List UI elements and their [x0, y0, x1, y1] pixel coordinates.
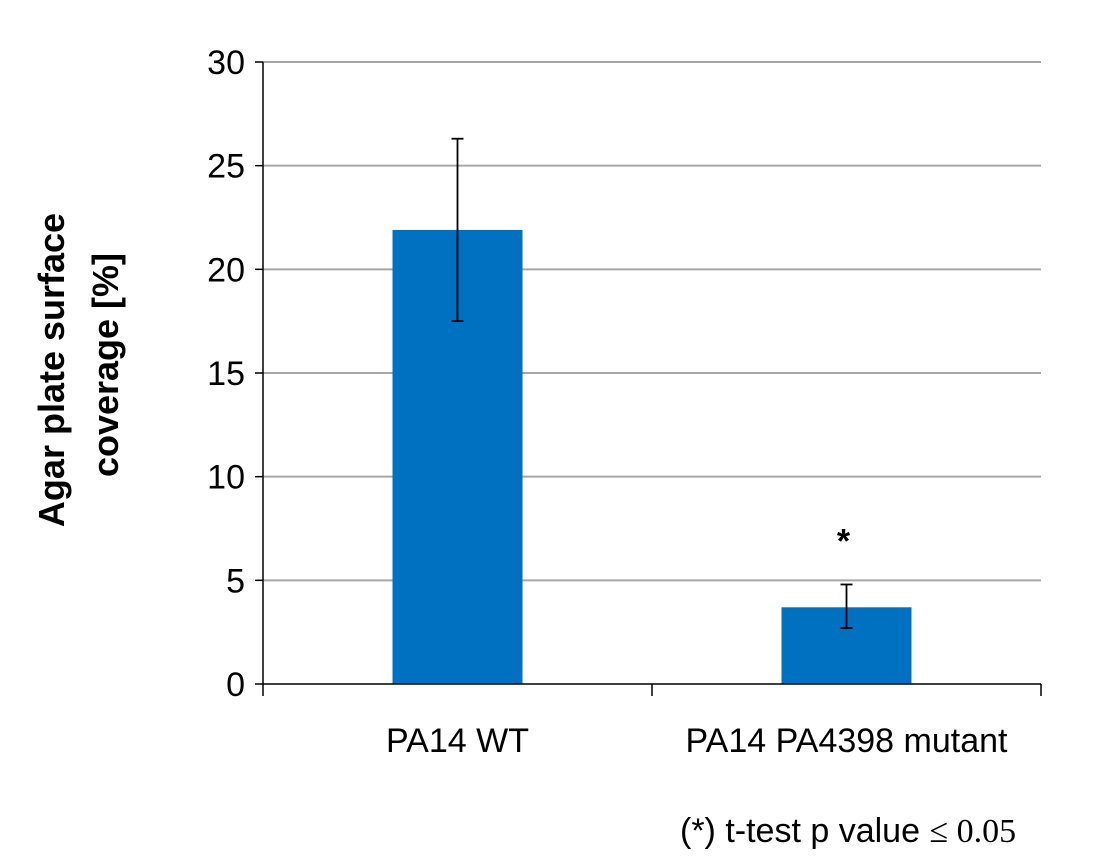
y-tick-label: 20: [207, 251, 245, 289]
y-tick-label: 10: [207, 459, 245, 497]
bars: [392, 229, 912, 684]
footnote-text: (*) t-test p value: [680, 812, 930, 850]
significance-marker: *: [837, 522, 851, 560]
y-tick-label: 25: [207, 148, 245, 186]
x-category-label: PA14 WT: [386, 722, 529, 760]
significance-footnote: (*) t-test p value ≤ 0.05: [680, 812, 1016, 851]
y-tick-label: 5: [226, 562, 245, 600]
y-axis-label: Agar plate surface coverage [%]: [31, 203, 126, 527]
x-category-labels: PA14 WT PA14 PA4398 mutant: [386, 722, 1008, 760]
error-bars: [451, 137, 853, 629]
gridlines: [263, 61, 1041, 582]
y-tick-label: 30: [207, 44, 245, 82]
footnote-threshold: ≤ 0.05: [929, 813, 1017, 850]
y-axis-label-line-1: Agar plate surface: [31, 213, 72, 527]
axes: [255, 61, 1042, 696]
y-tick-label: 15: [207, 355, 245, 393]
y-tick-labels: 0 5 10 15 20 25 30: [207, 44, 245, 704]
y-tick-label: 0: [226, 666, 245, 704]
significance-markers: *: [837, 522, 851, 560]
y-axis-label-line-2: coverage [%]: [85, 253, 126, 477]
x-category-label: PA14 PA4398 mutant: [686, 722, 1009, 760]
